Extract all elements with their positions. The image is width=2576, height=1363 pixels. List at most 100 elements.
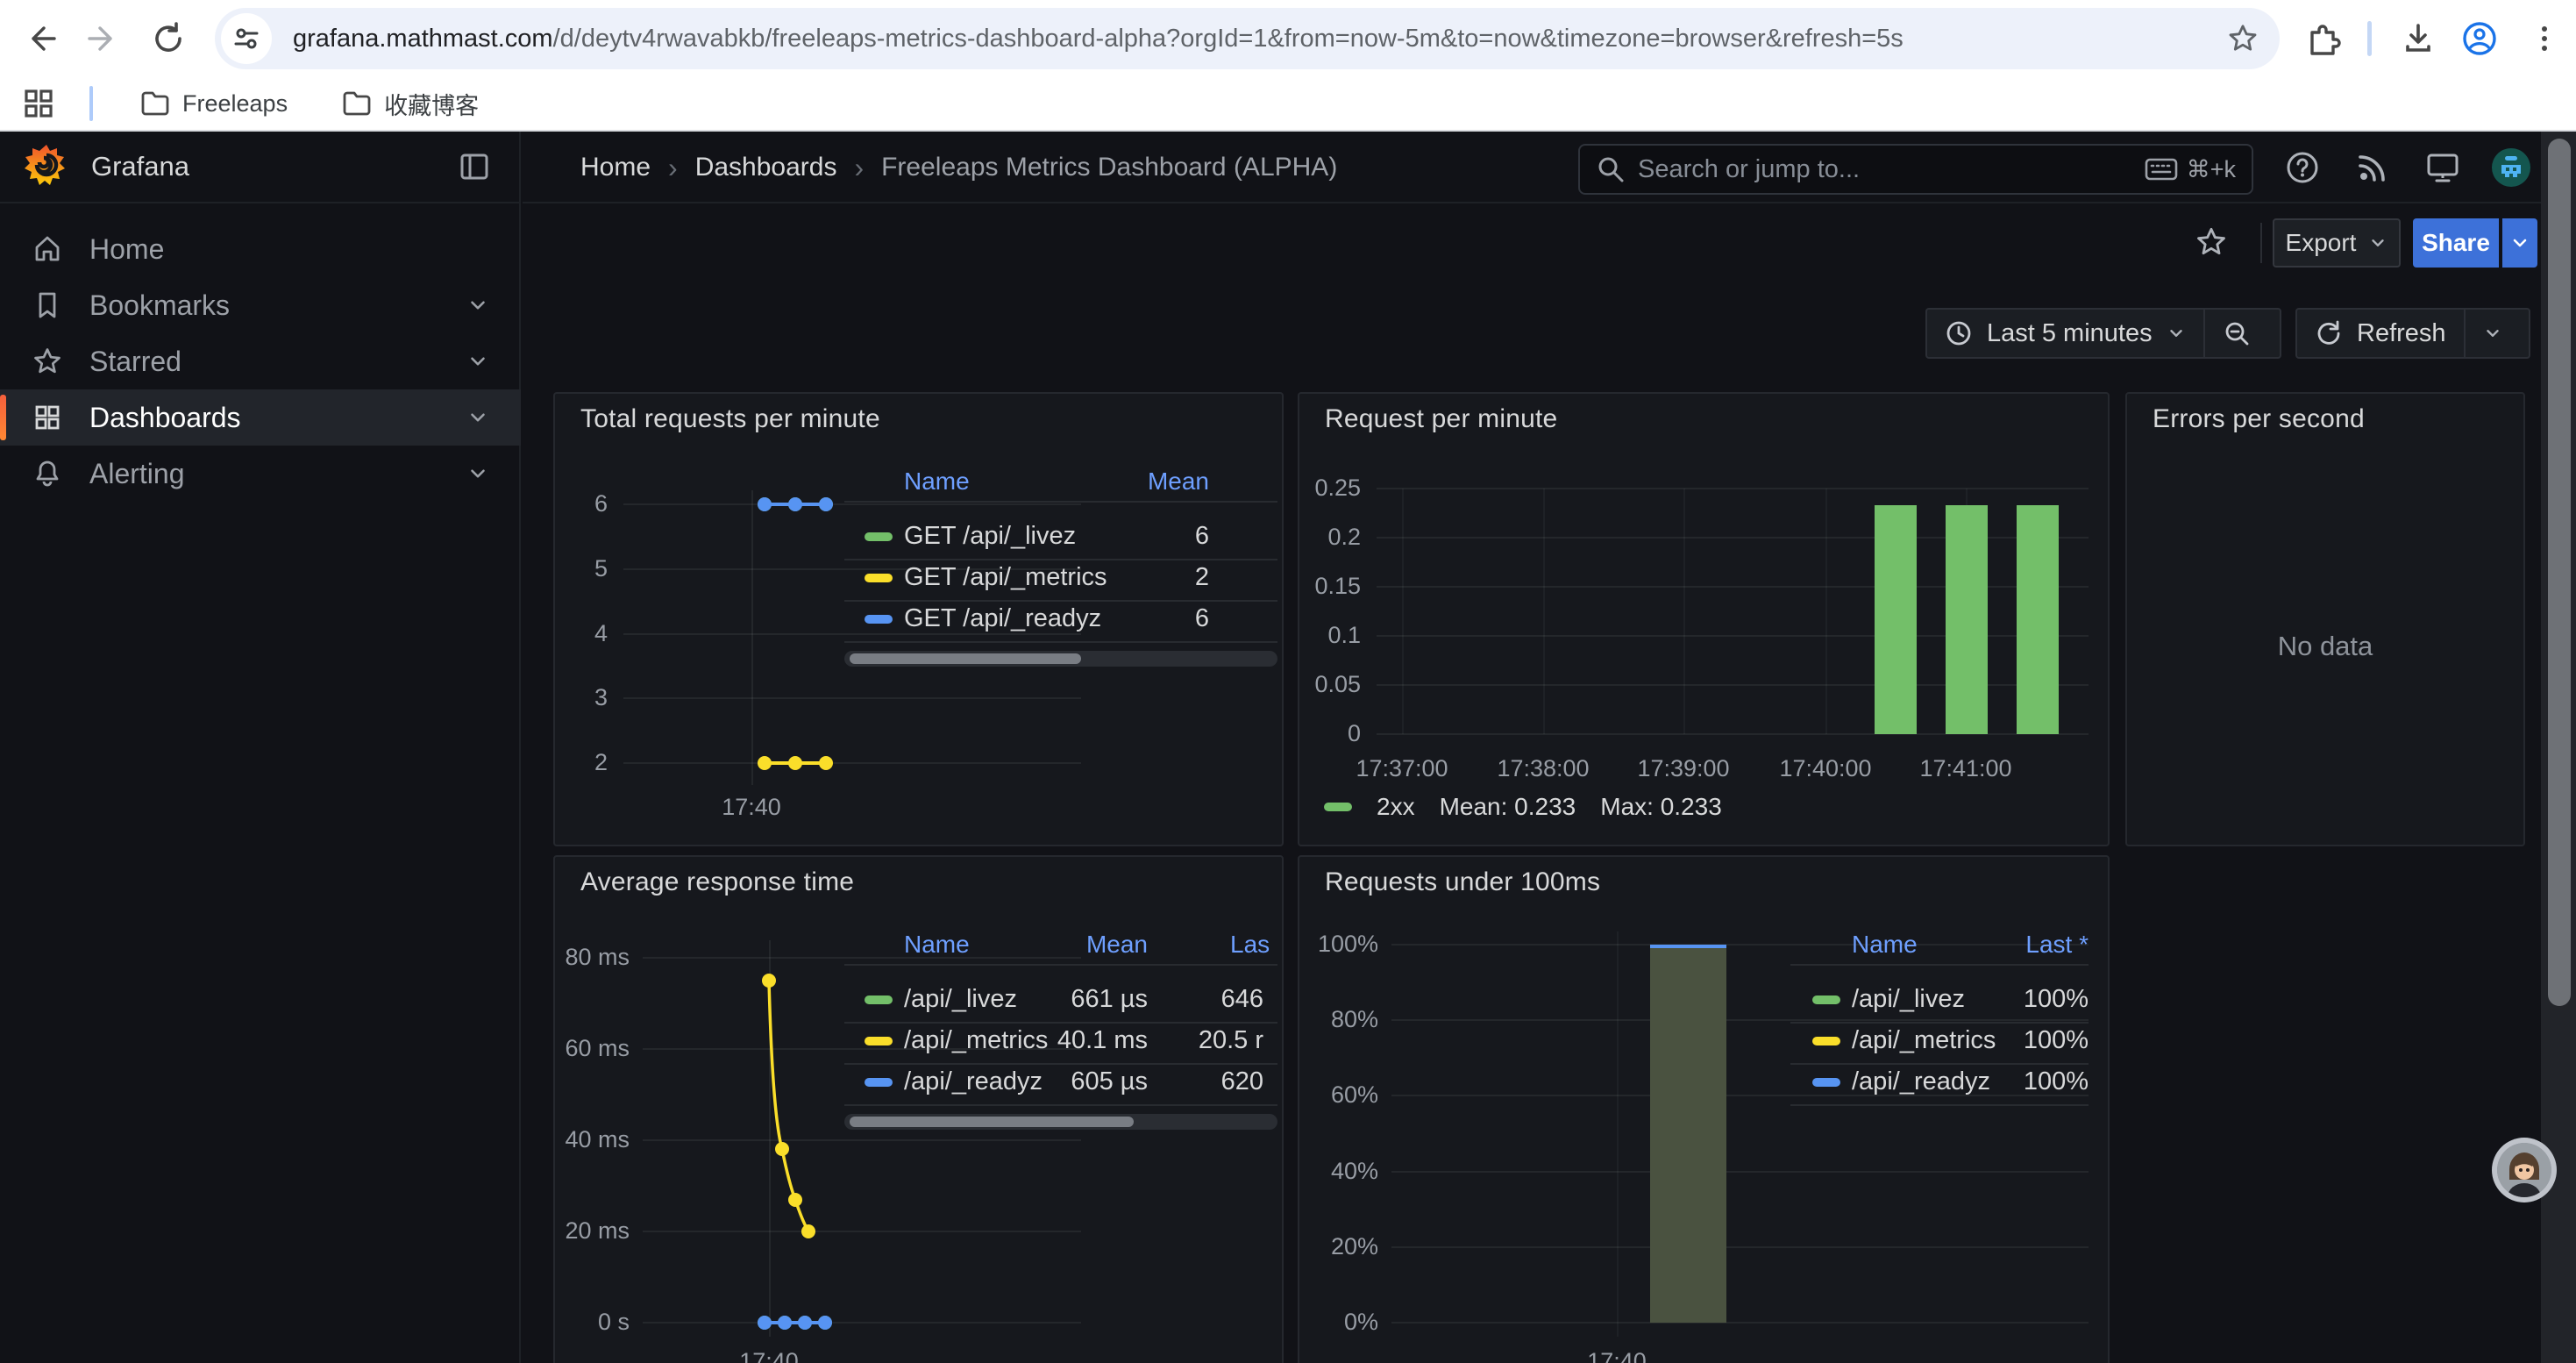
sidebar-item-alerting[interactable]: Alerting: [0, 446, 521, 502]
forward-icon[interactable]: [77, 12, 130, 65]
browser-menu-icon[interactable]: [2518, 12, 2571, 65]
table-divider: [844, 1022, 1277, 1024]
refresh-group: Refresh: [2295, 308, 2530, 359]
gridline: [623, 697, 1081, 699]
table-header-name[interactable]: Name: [904, 467, 1079, 496]
breadcrumb-item-3[interactable]: Freeleaps Metrics Dashboard (ALPHA): [881, 153, 1337, 182]
gridline: [1391, 1171, 2089, 1173]
gridline: [1543, 489, 1545, 734]
floating-assistant-avatar[interactable]: [2492, 1138, 2557, 1202]
panel-title: Errors per second: [2153, 404, 2365, 434]
share-menu-button[interactable]: [2501, 218, 2537, 268]
panel-requests-under-100ms[interactable]: Requests under 100ms 100%80%60%40%20%0%1…: [1298, 855, 2110, 1363]
table-cell-value[interactable]: 6: [1081, 604, 1209, 633]
table-cell-value[interactable]: 20.5 r: [1160, 1026, 1263, 1055]
legend-mean: Mean: 0.233: [1440, 793, 1576, 821]
zoom-out-icon: [2223, 319, 2251, 347]
series-color-pill: [865, 1078, 893, 1087]
url-path: /d/deytv4rwavabkb/freeleaps-metrics-dash…: [553, 25, 1904, 53]
gridline: [1391, 1246, 2089, 1248]
y-tick-label: 3: [555, 684, 608, 711]
help-icon[interactable]: [2274, 132, 2330, 203]
series-color-pill: [1812, 995, 1840, 1004]
profile-icon[interactable]: [2453, 12, 2506, 65]
sidebar-item-home[interactable]: Home: [0, 221, 521, 277]
clock-icon: [1945, 319, 1973, 347]
table-cell-value[interactable]: 646: [1160, 985, 1263, 1014]
reload-icon[interactable]: [142, 12, 195, 65]
browser-toolbar: grafana.mathmast.com/d/deytv4rwavabkb/fr…: [0, 0, 2576, 77]
table-cell-value[interactable]: 620: [1160, 1067, 1263, 1096]
panel-request-per-minute[interactable]: Request per minute 0.250.20.150.10.05017…: [1298, 392, 2110, 846]
table-header-las[interactable]: Las: [1230, 931, 1284, 959]
refresh-button[interactable]: Refresh: [2297, 310, 2464, 357]
y-tick-label: 60 ms: [555, 1035, 630, 1062]
time-range-button[interactable]: Last 5 minutes: [1927, 310, 2203, 357]
sidebar-toggle-icon[interactable]: [458, 150, 491, 183]
table-header-mean[interactable]: Mean: [1081, 467, 1209, 496]
table-header-last[interactable]: Last *: [1966, 931, 2089, 959]
table-scrollbar-thumb[interactable]: [850, 653, 1081, 664]
export-button[interactable]: Export: [2273, 218, 2401, 268]
table-cell-value[interactable]: 6: [1081, 522, 1209, 551]
bar-2xx[interactable]: [2017, 505, 2059, 734]
gridline: [1391, 1322, 2089, 1324]
table-header-mean[interactable]: Mean: [1028, 931, 1148, 959]
panel-errors-per-second[interactable]: Errors per second No data: [2125, 392, 2525, 846]
back-icon[interactable]: [14, 12, 67, 65]
panel-total-requests[interactable]: Total requests per minute 6543217:40Name…: [553, 392, 1284, 846]
sidebar-item-starred[interactable]: Starred: [0, 333, 521, 389]
table-cell-value[interactable]: 40.1 ms: [993, 1026, 1148, 1055]
chevron-down-icon[interactable]: [466, 294, 489, 317]
table-cell-value[interactable]: 2: [1081, 563, 1209, 592]
panel-title: Requests under 100ms: [1325, 867, 1600, 897]
search-input[interactable]: [1638, 155, 2145, 184]
site-settings-icon[interactable]: [221, 13, 272, 64]
chevron-down-icon[interactable]: [466, 462, 489, 485]
download-icon[interactable]: [2392, 12, 2444, 65]
table-scrollbar-thumb[interactable]: [850, 1117, 1134, 1127]
bookmark-item-1[interactable]: Freeleaps: [125, 83, 303, 125]
refresh-interval-button[interactable]: [2466, 310, 2520, 357]
user-avatar[interactable]: [2483, 132, 2539, 203]
chevron-down-icon[interactable]: [466, 406, 489, 429]
table-cell-value[interactable]: 605 µs: [993, 1067, 1148, 1096]
bar-2xx[interactable]: [1946, 505, 1988, 734]
series-point: [762, 974, 776, 988]
scrollbar-thumb[interactable]: [2548, 139, 2571, 1006]
bookmark-star-icon[interactable]: [2225, 21, 2260, 56]
grafana-logo-icon[interactable]: [25, 143, 68, 190]
breadcrumb-separator: ›: [854, 152, 864, 184]
breadcrumb-item-1[interactable]: Home: [580, 153, 651, 182]
table-cell-value[interactable]: 100%: [1966, 985, 2089, 1014]
share-button[interactable]: Share: [2413, 218, 2499, 268]
extensions-icon[interactable]: [2297, 12, 2350, 65]
url-text[interactable]: grafana.mathmast.com/d/deytv4rwavabkb/fr…: [293, 25, 2225, 54]
bar-2xx[interactable]: [1875, 505, 1917, 734]
no-data-message: No data: [2127, 631, 2523, 662]
panel-average-response-time[interactable]: Average response time 80 ms60 ms40 ms20 …: [553, 855, 1284, 1363]
bookmark-item-2[interactable]: 收藏博客: [326, 80, 495, 128]
bookmark-icon: [32, 289, 63, 321]
favorite-star-icon[interactable]: [2194, 225, 2229, 260]
sidebar-item-dashboards[interactable]: Dashboards: [0, 389, 521, 446]
monitor-icon[interactable]: [2415, 132, 2471, 203]
table-cell-value[interactable]: 100%: [1966, 1026, 2089, 1055]
percentage-area-bar[interactable]: [1650, 945, 1726, 1323]
apps-grid-icon[interactable]: [12, 77, 65, 130]
url-bar[interactable]: grafana.mathmast.com/d/deytv4rwavabkb/fr…: [215, 8, 2280, 69]
zoom-out-button[interactable]: [2205, 310, 2268, 357]
gridline: [1391, 1019, 2089, 1021]
gridline: [1683, 489, 1685, 734]
table-cell-value[interactable]: 661 µs: [993, 985, 1148, 1014]
gridline: [1617, 931, 1619, 1337]
sidebar-item-bookmarks[interactable]: Bookmarks: [0, 277, 521, 333]
breadcrumb-item-2[interactable]: Dashboards: [695, 153, 837, 182]
search-box[interactable]: ⌘+k: [1578, 144, 2253, 195]
legend-series-name[interactable]: 2xx: [1377, 793, 1415, 821]
table-cell-value[interactable]: 100%: [1966, 1067, 2089, 1096]
news-rss-icon[interactable]: [2345, 132, 2401, 203]
series-color-pill: [865, 1037, 893, 1045]
series-color-pill: [1812, 1078, 1840, 1087]
chevron-down-icon[interactable]: [466, 350, 489, 373]
